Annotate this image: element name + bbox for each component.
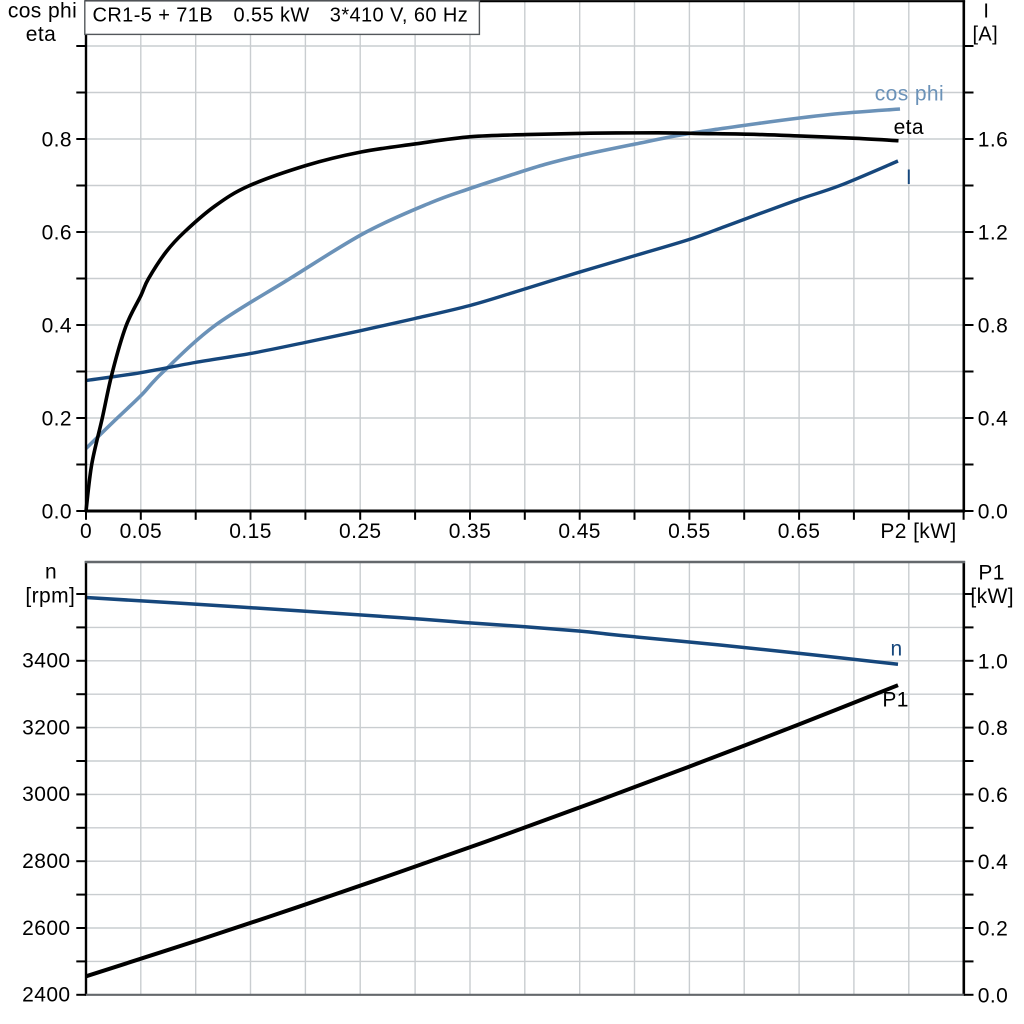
svg-text:I: I	[983, 0, 989, 22]
svg-text:0.35: 0.35	[449, 520, 491, 543]
svg-text:0.8: 0.8	[978, 717, 1008, 740]
svg-text:n: n	[890, 637, 902, 660]
svg-text:0.55 kW: 0.55 kW	[234, 5, 310, 27]
svg-text:CR1-5 + 71B: CR1-5 + 71B	[93, 5, 214, 27]
svg-text:0.4: 0.4	[978, 851, 1008, 874]
svg-text:0.55: 0.55	[668, 520, 710, 543]
svg-text:3200: 3200	[22, 716, 70, 739]
svg-text:0.8: 0.8	[978, 315, 1008, 338]
svg-text:[A]: [A]	[972, 24, 998, 46]
svg-text:0.15: 0.15	[229, 520, 271, 543]
svg-text:1.2: 1.2	[978, 222, 1008, 245]
svg-text:P1: P1	[978, 561, 1005, 584]
svg-text:eta: eta	[26, 23, 56, 46]
svg-text:0.4: 0.4	[978, 408, 1008, 431]
svg-text:1.6: 1.6	[978, 129, 1008, 152]
svg-text:0.6: 0.6	[42, 222, 72, 245]
svg-text:0.0: 0.0	[978, 501, 1008, 524]
svg-text:P1: P1	[882, 689, 909, 712]
svg-text:0.05: 0.05	[120, 520, 162, 543]
svg-text:cos phi: cos phi	[875, 83, 944, 106]
svg-text:[kW]: [kW]	[970, 585, 1014, 608]
svg-text:[rpm]: [rpm]	[25, 585, 75, 608]
svg-text:P2 [kW]: P2 [kW]	[880, 520, 956, 543]
svg-text:0.65: 0.65	[778, 520, 820, 543]
svg-text:2400: 2400	[22, 984, 70, 1007]
svg-text:2800: 2800	[22, 850, 70, 873]
svg-text:0.2: 0.2	[978, 918, 1008, 941]
svg-text:0: 0	[80, 520, 92, 543]
svg-text:0.25: 0.25	[339, 520, 381, 543]
svg-text:3*410 V, 60 Hz: 3*410 V, 60 Hz	[330, 5, 468, 27]
svg-text:2600: 2600	[22, 917, 70, 940]
svg-text:0.0: 0.0	[978, 984, 1008, 1007]
svg-text:0.6: 0.6	[978, 784, 1008, 807]
svg-text:0.45: 0.45	[558, 520, 600, 543]
svg-text:3000: 3000	[22, 783, 70, 806]
svg-text:0.8: 0.8	[42, 129, 72, 152]
svg-text:eta: eta	[894, 116, 924, 139]
svg-text:n: n	[45, 561, 57, 584]
svg-text:3400: 3400	[22, 650, 70, 673]
svg-text:1.0: 1.0	[978, 650, 1008, 673]
svg-text:0.2: 0.2	[42, 408, 72, 431]
svg-text:I: I	[906, 166, 912, 189]
svg-text:cos phi: cos phi	[8, 0, 77, 23]
svg-text:0.4: 0.4	[42, 315, 72, 338]
svg-text:0.0: 0.0	[42, 501, 72, 524]
